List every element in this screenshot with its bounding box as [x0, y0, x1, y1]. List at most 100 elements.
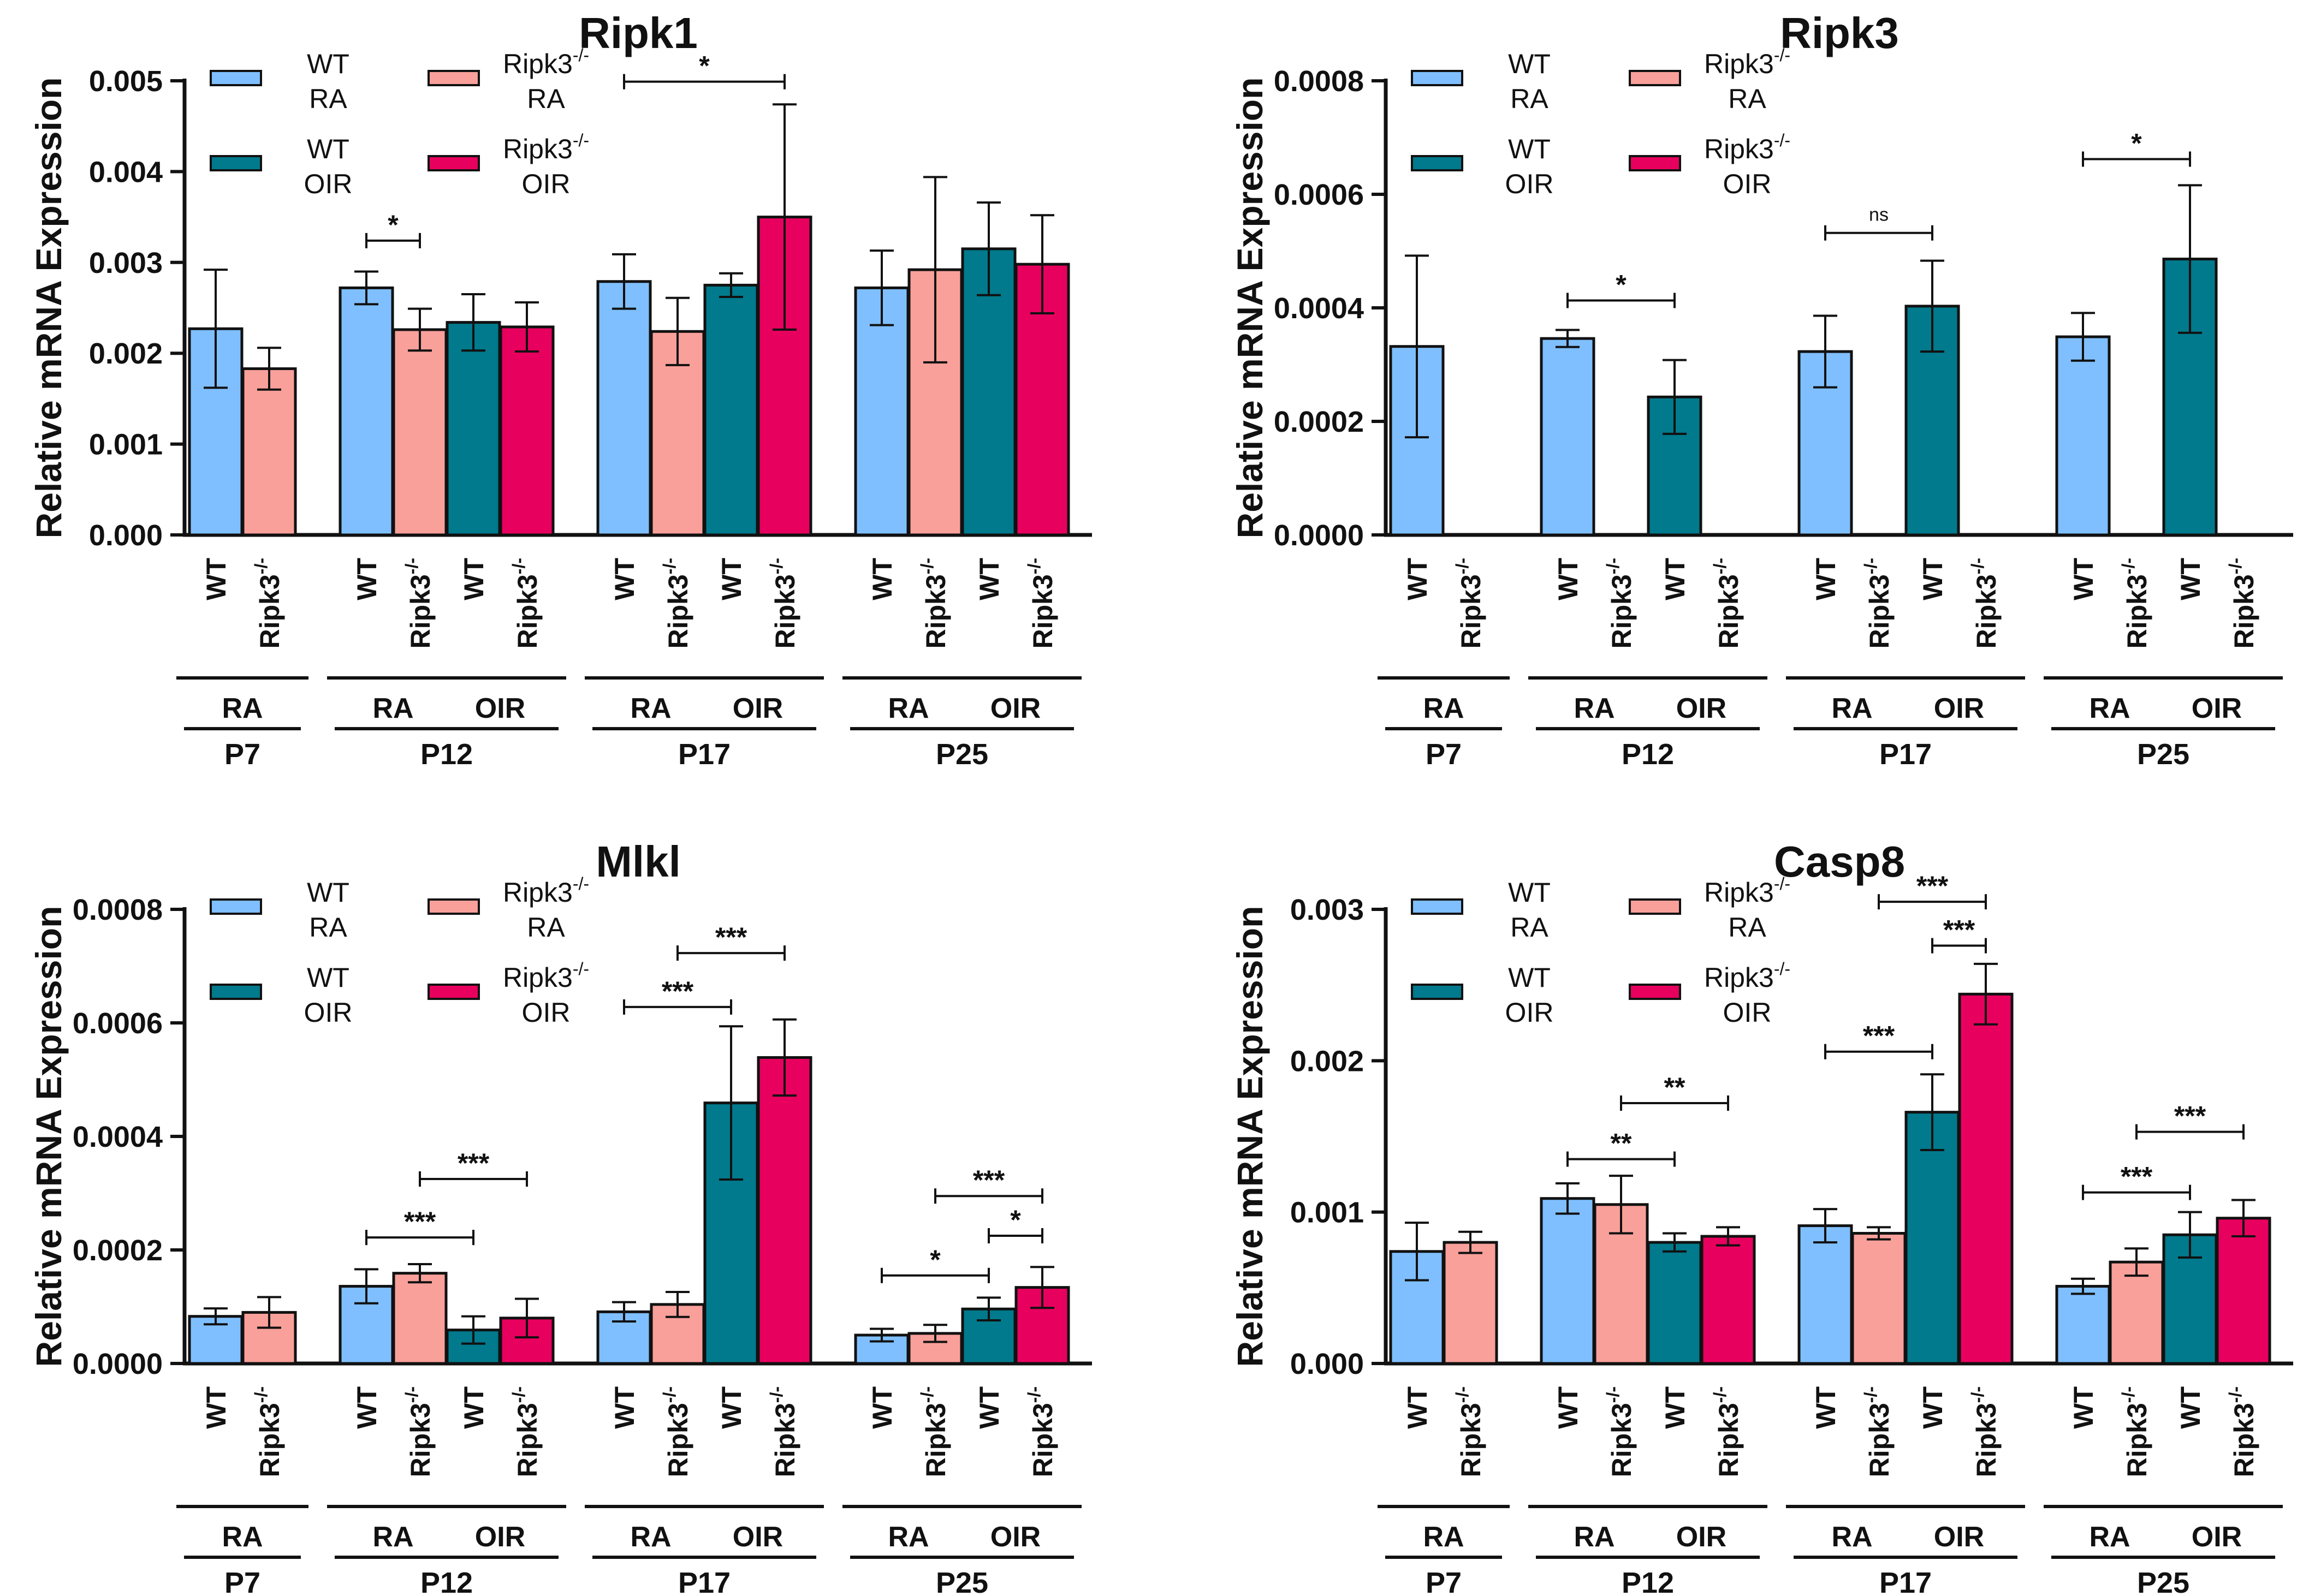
condition-label: OIR [990, 693, 1041, 724]
significance-label: * [2131, 128, 2142, 159]
condition-label: OIR [1676, 693, 1726, 724]
legend-superscript: -/- [573, 959, 589, 979]
bar [1443, 1241, 1498, 1365]
x-tick-superscript: -/- [2225, 1386, 2245, 1403]
legend-label: OIR [1723, 997, 1772, 1028]
age-label: P25 [2137, 738, 2189, 771]
y-tick-label: 0.0000 [73, 1348, 163, 1380]
x-tick-label: WT [867, 558, 898, 600]
legend-label: WT [1508, 134, 1551, 164]
legend-label: Ripk3-/- [503, 959, 589, 993]
chart-title: Ripk1 [579, 9, 698, 57]
condition-label: RA [2089, 693, 2130, 724]
condition-label: RA [888, 693, 929, 724]
age-label: P17 [1879, 1567, 1932, 1596]
legend-label: Ripk3-/- [503, 874, 589, 908]
legend-swatch [1629, 898, 1681, 915]
legend-swatch [210, 70, 262, 86]
significance-label: * [1010, 1205, 1021, 1235]
x-tick-superscript: -/- [767, 558, 786, 574]
legend-label: WT [1508, 49, 1551, 79]
x-tick-label: Ripk3-/- [917, 1386, 951, 1477]
significance-label: *** [2174, 1101, 2206, 1132]
x-tick-superscript: -/- [2225, 558, 2245, 574]
bar [596, 280, 652, 537]
y-tick-label: 0.000 [1290, 1348, 1364, 1380]
x-tick-label: Ripk3-/- [1452, 1386, 1486, 1477]
y-tick-label: 0.0002 [1274, 406, 1364, 438]
legend-label: OIR [304, 169, 353, 199]
significance-label: * [388, 210, 399, 240]
legend-label: RA [1728, 912, 1766, 943]
legend-superscript: -/- [573, 45, 589, 65]
legend-superscript: -/- [1774, 874, 1790, 894]
bar [1540, 1197, 1595, 1365]
x-tick-label: WT [974, 1386, 1005, 1429]
x-tick-label: Ripk3-/- [660, 1386, 693, 1477]
condition-label: OIR [733, 1521, 783, 1553]
x-tick-superscript: -/- [2118, 558, 2138, 574]
y-tick-label: 0.000 [89, 519, 163, 552]
legend-swatch [210, 155, 262, 171]
x-tick-superscript: -/- [1603, 1386, 1623, 1403]
legend-swatch [210, 898, 262, 915]
age-label: P7 [224, 1567, 260, 1596]
y-tick-label: 0.003 [1290, 894, 1364, 926]
x-tick-label: Ripk3-/- [1861, 1386, 1895, 1477]
legend-swatch [1629, 984, 1681, 1000]
legend-label: RA [527, 912, 565, 943]
age-label: P17 [678, 1567, 731, 1596]
legend-swatch [428, 984, 480, 1000]
y-axis-label: Relative mRNA Expression [28, 906, 69, 1367]
y-axis-label: Relative mRNA Expression [1230, 906, 1270, 1367]
bar [1647, 1241, 1702, 1365]
legend-label: Ripk3-/- [503, 45, 589, 79]
x-tick-label: Ripk3-/- [2118, 558, 2152, 648]
condition-label: RA [222, 693, 263, 724]
legend-label: Ripk3-/- [1704, 959, 1790, 993]
bar [241, 367, 297, 537]
bar [339, 286, 394, 537]
bar [2216, 1217, 2271, 1365]
x-tick-label: WT [459, 1386, 489, 1429]
significance-label: ns [1869, 205, 1889, 225]
x-tick-label: Ripk3-/- [917, 558, 951, 648]
legend-label: Ripk3-/- [503, 130, 589, 164]
x-tick-label: Ripk3-/- [509, 558, 543, 648]
condition-label: OIR [733, 693, 783, 724]
x-tick-superscript: -/- [767, 1386, 786, 1403]
x-tick-superscript: -/- [917, 558, 937, 574]
condition-label: OIR [475, 693, 525, 724]
age-label: P7 [1426, 738, 1462, 771]
x-tick-superscript: -/- [660, 558, 679, 574]
y-tick-label: 0.001 [1290, 1196, 1364, 1229]
significance-label: *** [1863, 1021, 1895, 1051]
age-label: P12 [420, 738, 473, 771]
chart-panel-casp8: Casp8 Relative mRNA Expression 0.000 0.001 0… [1230, 837, 2293, 1596]
legend-label: OIR [1723, 169, 1772, 199]
x-tick-label: Ripk3-/- [1603, 1386, 1637, 1477]
legend-superscript: -/- [573, 874, 589, 894]
x-tick-superscript: -/- [1603, 558, 1623, 574]
bar [446, 321, 501, 537]
significance-label: *** [1943, 915, 1975, 945]
bar [1540, 337, 1595, 537]
condition-label: OIR [1934, 693, 1984, 724]
x-tick-label: WT [1918, 558, 1948, 600]
condition-label: OIR [2192, 693, 2242, 724]
x-tick-label: Ripk3-/- [1968, 558, 2002, 648]
legend-superscript: -/- [573, 130, 589, 150]
bar [854, 286, 910, 537]
y-tick-label: 0.0000 [1274, 519, 1364, 552]
x-tick-label: Ripk3-/- [1452, 558, 1486, 648]
condition-label: OIR [1934, 1521, 1984, 1553]
condition-label: RA [1831, 693, 1872, 724]
legend-swatch [428, 155, 480, 171]
x-tick-superscript: -/- [1452, 558, 1472, 574]
legend-swatch [1411, 155, 1463, 171]
x-tick-superscript: -/- [1024, 558, 1044, 574]
x-tick-label: WT [352, 558, 382, 600]
condition-label: RA [630, 693, 671, 724]
condition-label: RA [888, 1521, 929, 1553]
